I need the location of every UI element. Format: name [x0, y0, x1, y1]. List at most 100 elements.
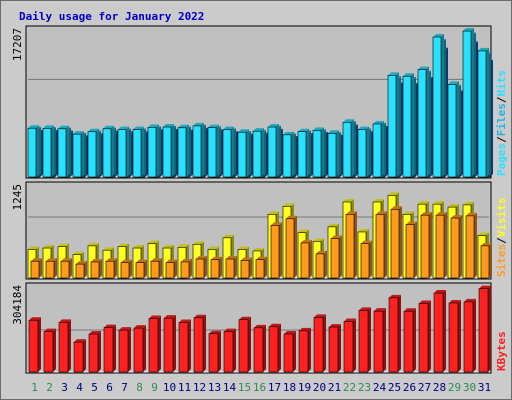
hits-bar-day-23-face: [357, 129, 367, 178]
hits-bar-day-10-side: [171, 124, 174, 177]
sites-bar-day-9: [150, 258, 162, 279]
sites-bar-day-15-face: [240, 260, 250, 279]
hits-bar-day-7-top: [118, 126, 129, 130]
kbytes-bar-day-28: [433, 290, 446, 373]
hits-bar-day-26-face: [402, 75, 412, 178]
hits-bar-day-10: [162, 124, 174, 178]
kbytes-bar-day-6-face: [103, 327, 114, 373]
kbytes-bar-day-8-face: [133, 327, 144, 373]
hits-bar-day-22: [342, 119, 354, 178]
sites-bar-day-28-side: [444, 212, 447, 278]
sites-bar-day-13-side: [219, 256, 222, 278]
hits-bar-day-8-top: [133, 126, 144, 130]
hits-bar-day-15-face: [237, 131, 247, 178]
sites-bar-day-22-top: [346, 211, 357, 215]
visits-bar-day-31-top: [478, 232, 489, 236]
hits-bar-day-30-side: [471, 28, 474, 178]
visits-bar-day-26-top: [403, 211, 414, 215]
x-tick-label-day-12: 12: [193, 381, 206, 394]
kbytes-bar-day-20-side: [323, 314, 326, 372]
kbytes-bar-day-7: [118, 327, 131, 373]
x-tick-label-day-19: 19: [298, 381, 311, 394]
y-max-label-1: 17207: [11, 28, 24, 61]
sites-bar-day-12: [195, 255, 207, 279]
hits-bar-day-5: [87, 128, 99, 178]
x-tick-label-day-24: 24: [373, 381, 387, 394]
sites-bar-day-22-side: [354, 211, 357, 278]
sites-bar-day-30: [465, 212, 477, 279]
sites-bar-day-7: [120, 259, 132, 279]
visits-bar-day-2-top: [43, 245, 54, 249]
visits-bar-day-25-top: [388, 192, 399, 196]
sites-bar-day-10-face: [165, 262, 175, 279]
kbytes-bar-day-1-side: [38, 317, 41, 372]
hits-bar-day-7: [117, 126, 129, 178]
visits-bar-day-18-top: [283, 203, 294, 207]
legend-1: Pages/Files/Hits: [495, 70, 508, 176]
kbytes-bar-day-6-top: [104, 324, 116, 328]
hits-bar-day-20: [312, 127, 324, 178]
hits-bar-day-27-top: [418, 66, 429, 70]
legend-2: Sites/Visits: [495, 198, 508, 278]
kbytes-bar-day-31-top: [479, 285, 491, 289]
hits-bar-day-25-side: [396, 72, 399, 177]
hits-bar-day-1-top: [28, 125, 39, 129]
hits-bar-day-25-top: [388, 72, 399, 76]
hits-bar-day-14: [222, 126, 234, 178]
hits-bar-day-2-face: [42, 128, 52, 178]
x-tick-label-day-2: 2: [46, 381, 53, 394]
sites-bar-day-29-side: [459, 215, 462, 278]
kbytes-bar-day-12-top: [194, 314, 206, 318]
sites-bar-day-11-side: [189, 258, 192, 278]
kbytes-bar-day-27-top: [419, 300, 431, 304]
hits-bar-day-18-side: [291, 131, 294, 177]
visits-bar-day-5-top: [88, 242, 99, 246]
kbytes-bar-day-4-top: [74, 339, 86, 343]
hits-bar-day-16: [252, 128, 264, 178]
x-tick-label-day-30: 30: [463, 381, 476, 394]
visits-bar-day-23-top: [358, 228, 369, 232]
legend-separator: /: [495, 136, 508, 143]
sites-bar-day-19-top: [301, 239, 312, 243]
sites-bar-day-24-side: [384, 211, 387, 278]
x-tick-label-day-23: 23: [358, 381, 371, 394]
sites-bar-day-10-top: [166, 259, 177, 263]
hits-bar-day-4: [72, 131, 84, 178]
hits-bar-day-27-side: [426, 66, 429, 177]
hits-bar-day-19-face: [297, 131, 307, 178]
kbytes-bar-day-11-face: [178, 322, 189, 373]
sites-bar-day-31-side: [489, 242, 492, 278]
hits-bar-day-17-face: [267, 126, 277, 178]
hits-bar-day-12-top: [193, 122, 204, 126]
x-tick-label-day-26: 26: [403, 381, 416, 394]
sites-bar-day-27-top: [421, 212, 432, 216]
kbytes-bar-day-7-top: [119, 327, 131, 331]
x-tick-label-day-29: 29: [448, 381, 461, 394]
kbytes-bar-day-11-side: [188, 319, 191, 372]
hits-bar-day-16-side: [261, 128, 264, 177]
hits-bar-day-28-top: [433, 33, 444, 37]
hits-bar-day-21-face: [327, 133, 337, 178]
sites-bar-day-8-side: [144, 259, 147, 278]
sites-bar-day-3-side: [69, 258, 72, 278]
hits-bar-day-14-top: [223, 126, 234, 130]
hits-bar-day-12-side: [201, 122, 204, 177]
sites-bar-day-26: [405, 221, 417, 279]
kbytes-bar-day-5-top: [89, 331, 101, 335]
sites-bar-day-24: [375, 211, 387, 279]
hits-bar-day-19: [297, 128, 309, 178]
kbytes-bar-day-5: [88, 331, 101, 373]
kbytes-bar-day-23: [358, 307, 371, 373]
kbytes-bar-day-12: [193, 314, 206, 373]
x-tick-label-day-28: 28: [433, 381, 446, 394]
kbytes-bar-day-16-top: [254, 324, 266, 328]
x-tick-label-day-14: 14: [223, 381, 237, 394]
sites-bar-day-2: [45, 258, 57, 279]
hits-bar-day-7-face: [117, 129, 127, 178]
sites-bar-day-30-side: [474, 212, 477, 278]
sites-bar-day-14: [225, 255, 237, 279]
hits-bar-day-1: [27, 125, 39, 178]
hits-bar-day-8-side: [141, 126, 144, 177]
hits-bar-day-17-side: [276, 124, 279, 177]
kbytes-bar-day-3-face: [58, 322, 69, 373]
